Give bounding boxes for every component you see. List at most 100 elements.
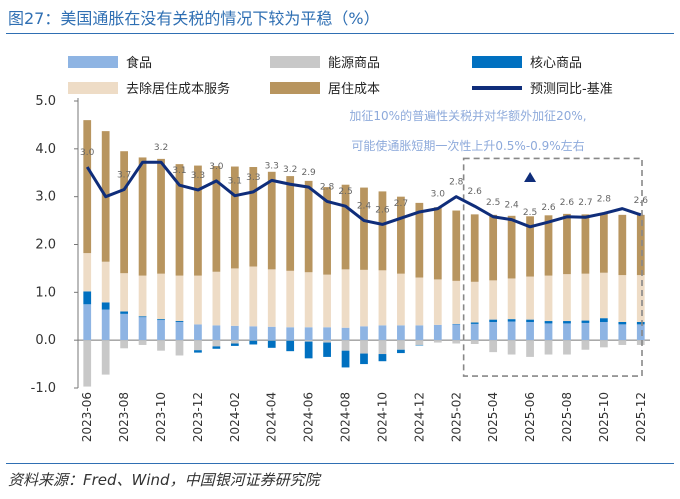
bar-segment [470, 281, 479, 323]
bar-segment [360, 269, 368, 327]
bar-segment [433, 340, 442, 343]
bar-segment [618, 340, 627, 345]
bar-segment [618, 275, 627, 322]
x-tick-label: 2024-10 [375, 392, 389, 442]
bar-segment [304, 341, 313, 359]
data-label: 2.4 [357, 202, 372, 212]
bar-segment [563, 323, 571, 341]
bar-segment [563, 213, 571, 275]
data-label: 3.2 [154, 143, 168, 153]
bar-segment [323, 274, 331, 328]
data-label: 2.8 [320, 182, 335, 192]
bar-segment [526, 340, 534, 357]
bar-segment [175, 275, 184, 322]
bar-segment [415, 202, 424, 278]
bar-segment [397, 349, 405, 354]
bar-segment [120, 313, 129, 341]
bar-segment [636, 321, 645, 325]
bar-segment [526, 276, 534, 320]
x-tick-label: 2025-04 [486, 392, 500, 442]
bar-segment [378, 325, 387, 341]
bar-segment [230, 166, 239, 269]
data-label: 3.7 [117, 170, 131, 180]
bar-segment [636, 214, 645, 276]
data-label: 2.5 [486, 198, 500, 208]
line-series-path [85, 160, 642, 229]
x-tick-label: 2025-10 [597, 392, 611, 442]
x-tick-label: 2023-06 [80, 392, 94, 442]
bar-segment [433, 324, 442, 341]
x-tick-label: 2023-12 [191, 392, 205, 442]
bar-segment [157, 158, 165, 274]
annotation-line-2: 可能使通胀短期一次性上升0.5%-0.9%左右 [351, 138, 584, 153]
annotation-line-1: 加征10%的普遍性关税并对华额外加征20%, [349, 108, 586, 123]
axes: 5.0 4.0 3.0 2.0 1.0 0.0 -1.0 2023-06 2023-08 2023… [31, 94, 650, 442]
data-label: 3.0 [80, 148, 95, 158]
bar-segment [360, 340, 368, 354]
bar-segment [175, 340, 184, 356]
x-tick-label: 2024-04 [265, 392, 279, 442]
data-label: 3.1 [228, 177, 242, 187]
bar-segment [599, 318, 608, 322]
bar-segment [378, 340, 387, 355]
bar-segment [212, 346, 221, 349]
bar-segment [470, 323, 479, 341]
bar-segment [286, 176, 295, 271]
bar-segment [323, 187, 331, 275]
bar-segment [120, 273, 129, 312]
x-tick-label: 2024-02 [228, 392, 242, 442]
data-label: 2.8 [597, 194, 612, 204]
bar-segment [304, 180, 313, 273]
triangle-marker-icon [524, 172, 537, 182]
bar-segment [101, 309, 110, 341]
data-label: 2.7 [394, 199, 408, 209]
legend-swatch [68, 82, 118, 94]
bar-segment [286, 270, 295, 328]
x-tick-label: 2024-06 [302, 392, 316, 442]
bar-segment [138, 316, 147, 318]
bar-segment [120, 151, 129, 274]
data-label: 3.3 [265, 161, 279, 171]
bar-segment [230, 268, 239, 326]
bar-segment [526, 216, 534, 277]
bar-segment [360, 187, 368, 270]
bar-segment [360, 326, 368, 341]
bar-segment [378, 354, 387, 362]
data-label: 2.6 [541, 203, 556, 213]
bar-segment [230, 343, 239, 346]
data-labels: 3.03.73.23.1 3.33.03.1 3.33.3 3.2 2.92.8 2.52… [80, 143, 648, 218]
y-tick-label: 2.0 [35, 238, 56, 253]
x-tick-label: 2024-12 [412, 392, 426, 442]
data-label: 3.3 [246, 173, 260, 183]
bar-segment [249, 167, 258, 267]
bar-segment [544, 340, 553, 355]
source-note: 资料来源：Fred、Wind，中国银河证券研究院 [8, 471, 320, 489]
bar-segment [618, 321, 627, 325]
bar-segment [581, 322, 590, 341]
bar-segment [636, 340, 645, 345]
legend-label: 核心商品 [530, 56, 582, 71]
bar-segment [563, 274, 571, 322]
data-label: 2.7 [578, 198, 592, 208]
bar-segment [599, 321, 608, 341]
legend-swatch [472, 56, 522, 68]
bar-segment [267, 340, 276, 348]
bar-segment [507, 321, 516, 341]
y-tick-label: 5.0 [35, 94, 56, 109]
bar-segment [563, 340, 571, 355]
bar-segment [489, 280, 498, 320]
bar-segment [581, 273, 590, 321]
bar-segment [599, 213, 608, 273]
legend-label: 居住成本 [328, 82, 380, 97]
bar-segment [341, 350, 350, 368]
bar-segment [212, 325, 221, 341]
x-tick-label: 2025-08 [560, 392, 574, 442]
bar-segment [101, 261, 110, 303]
bar-segment [489, 321, 498, 341]
bar-segment [636, 324, 645, 341]
data-label: 2.6 [375, 205, 390, 215]
title-rule [6, 33, 674, 34]
bar-segment [526, 319, 534, 322]
